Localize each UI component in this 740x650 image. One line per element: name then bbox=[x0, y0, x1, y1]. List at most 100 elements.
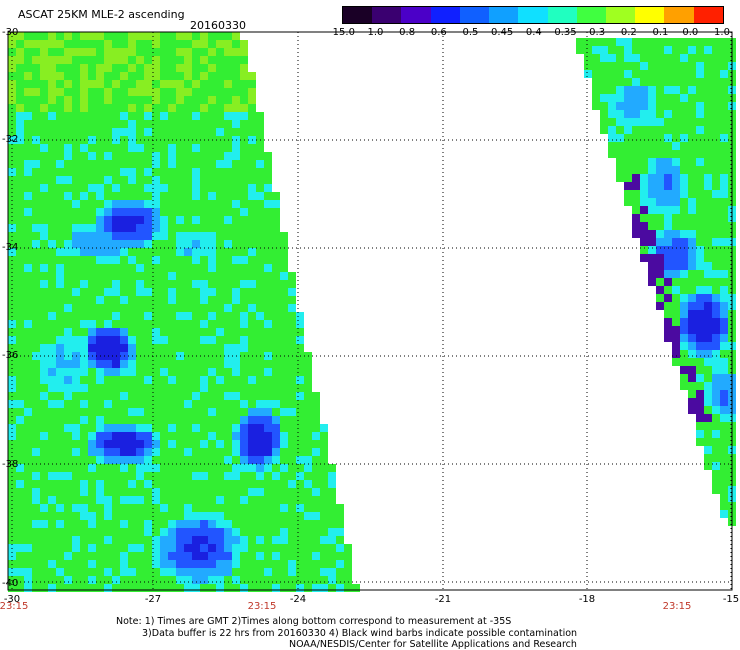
swath-cell bbox=[232, 400, 240, 408]
swath-cell bbox=[272, 584, 280, 592]
swath-cell bbox=[120, 64, 128, 72]
swath-cell bbox=[232, 368, 240, 376]
lon-label: -18 bbox=[578, 594, 596, 605]
swath-cell bbox=[112, 448, 120, 456]
swath-cell bbox=[240, 208, 248, 216]
swath-cell bbox=[24, 280, 32, 288]
swath-cell bbox=[240, 232, 248, 240]
swath-cell bbox=[328, 568, 336, 576]
swath-cell bbox=[120, 328, 128, 336]
swath-cell bbox=[96, 112, 104, 120]
swath-cell bbox=[56, 160, 64, 168]
swath-cell bbox=[280, 312, 288, 320]
swath-cell bbox=[688, 70, 696, 78]
swath-cell bbox=[680, 286, 688, 294]
swath-cell bbox=[624, 54, 632, 62]
swath-cell bbox=[16, 272, 24, 280]
swath-cell bbox=[56, 240, 64, 248]
swath-cell bbox=[264, 224, 272, 232]
swath-cell bbox=[176, 560, 184, 568]
swath-cell bbox=[672, 70, 680, 78]
swath-cell bbox=[72, 488, 80, 496]
swath-cell bbox=[56, 280, 64, 288]
swath-cell bbox=[216, 368, 224, 376]
swath-cell bbox=[48, 400, 56, 408]
swath-cell bbox=[608, 78, 616, 86]
swath-cell bbox=[80, 32, 88, 40]
swath-cell bbox=[160, 416, 168, 424]
swath-cell bbox=[264, 360, 272, 368]
swath-cell bbox=[96, 56, 104, 64]
swath-cell bbox=[72, 536, 80, 544]
swath-cell bbox=[288, 488, 296, 496]
swath-cell bbox=[208, 416, 216, 424]
swath-cell bbox=[104, 376, 112, 384]
swath-cell bbox=[688, 310, 696, 318]
swath-cell bbox=[48, 120, 56, 128]
swath-cell bbox=[184, 448, 192, 456]
swath-cell bbox=[152, 288, 160, 296]
swath-cell bbox=[296, 480, 304, 488]
swath-cell bbox=[224, 256, 232, 264]
swath-cell bbox=[232, 376, 240, 384]
swath-cell bbox=[24, 288, 32, 296]
swath-cell bbox=[224, 312, 232, 320]
swath-cell bbox=[160, 120, 168, 128]
swath-cell bbox=[32, 240, 40, 248]
swath-cell bbox=[152, 144, 160, 152]
swath-cell bbox=[248, 120, 256, 128]
swath-cell bbox=[672, 342, 680, 350]
swath-cell bbox=[136, 56, 144, 64]
swath-cell bbox=[128, 128, 136, 136]
swath-cell bbox=[48, 232, 56, 240]
swath-cell bbox=[160, 392, 168, 400]
swath-cell bbox=[88, 504, 96, 512]
swath-cell bbox=[176, 224, 184, 232]
swath-cell bbox=[296, 520, 304, 528]
swath-cell bbox=[16, 392, 24, 400]
swath-cell bbox=[232, 528, 240, 536]
swath-cell bbox=[152, 512, 160, 520]
swath-cell bbox=[720, 62, 728, 70]
swath-cell bbox=[176, 360, 184, 368]
swath-cell bbox=[160, 360, 168, 368]
swath-cell bbox=[184, 480, 192, 488]
swath-cell bbox=[168, 336, 176, 344]
note-line-3: NOAA/NESDIS/Center for Satellite Applica… bbox=[289, 639, 577, 650]
swath-cell bbox=[200, 400, 208, 408]
swath-cell bbox=[664, 206, 672, 214]
swath-cell bbox=[160, 104, 168, 112]
swath-cell bbox=[184, 368, 192, 376]
swath-cell bbox=[248, 200, 256, 208]
swath-cell bbox=[136, 224, 144, 232]
swath-cell bbox=[120, 344, 128, 352]
swath-cell bbox=[328, 536, 336, 544]
swath-cell bbox=[112, 184, 120, 192]
swath-cell bbox=[680, 70, 688, 78]
swath-cell bbox=[72, 32, 80, 40]
swath-cell bbox=[696, 62, 704, 70]
swath-cell bbox=[160, 256, 168, 264]
swath-cell bbox=[704, 94, 712, 102]
swath-cell bbox=[216, 536, 224, 544]
swath-cell bbox=[96, 64, 104, 72]
swath-cell bbox=[104, 544, 112, 552]
swath-cell bbox=[256, 408, 264, 416]
swath-cell bbox=[696, 302, 704, 310]
swath-cell bbox=[664, 230, 672, 238]
swath-cell bbox=[56, 440, 64, 448]
swath-cell bbox=[88, 472, 96, 480]
swath-cell bbox=[24, 96, 32, 104]
swath-cell bbox=[16, 224, 24, 232]
swath-cell bbox=[160, 512, 168, 520]
swath-cell bbox=[312, 536, 320, 544]
swath-cell bbox=[624, 182, 632, 190]
swath-cell bbox=[160, 480, 168, 488]
swath-cell bbox=[136, 536, 144, 544]
swath-cell bbox=[152, 424, 160, 432]
swath-cell bbox=[16, 128, 24, 136]
swath-cell bbox=[184, 192, 192, 200]
swath-cell bbox=[40, 496, 48, 504]
swath-cell bbox=[688, 78, 696, 86]
swath-cell bbox=[136, 216, 144, 224]
